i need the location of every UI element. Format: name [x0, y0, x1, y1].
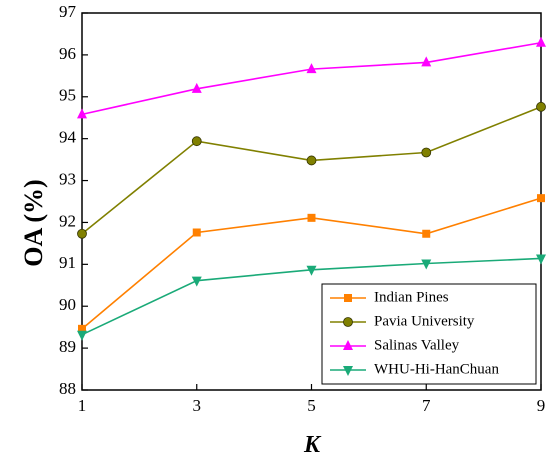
- legend-item: Indian Pines: [330, 289, 449, 305]
- legend: Indian Pines Pavia University Salinas Vall…: [321, 283, 537, 385]
- y-tick-label: 92: [59, 211, 76, 230]
- series-salinas-valley: [77, 36, 546, 119]
- legend-marker: [344, 294, 352, 302]
- y-tick-label: 90: [59, 295, 76, 314]
- y-tick-label: 95: [59, 86, 76, 105]
- data-point: [191, 136, 202, 147]
- legend-label: WHU-Hi-HanChuan: [374, 361, 499, 377]
- data-point: [421, 56, 432, 67]
- data-point: [78, 324, 86, 333]
- axes: 88 89 90 91 92 93 94 95 96 97 1 3 5 7 9: [59, 2, 545, 415]
- data-point: [306, 63, 317, 74]
- data-point: [536, 36, 546, 47]
- legend-label: Indian Pines: [374, 289, 449, 305]
- x-tick-label: 3: [193, 396, 202, 415]
- series-layer: [77, 36, 546, 341]
- legend-item: Salinas Valley: [330, 337, 460, 353]
- data-point: [306, 155, 317, 166]
- data-point: [421, 147, 432, 158]
- y-tick-label: 93: [59, 169, 76, 188]
- y-tick-label: 96: [59, 44, 76, 63]
- x-tick-label: 5: [307, 396, 316, 415]
- data-point: [77, 228, 87, 239]
- y-tick-label: 94: [59, 128, 77, 147]
- data-point: [306, 265, 317, 276]
- legend-item: WHU-Hi-HanChuan: [330, 361, 499, 377]
- data-point: [77, 108, 87, 119]
- data-point: [422, 229, 431, 238]
- y-tick-label: 97: [59, 2, 77, 21]
- data-point: [191, 82, 202, 93]
- legend-item: Pavia University: [330, 313, 475, 329]
- data-point: [191, 276, 202, 287]
- data-point: [536, 254, 546, 265]
- data-point: [192, 228, 201, 237]
- x-tick-label: 7: [422, 396, 431, 415]
- legend-marker: [343, 317, 353, 327]
- data-point: [77, 330, 87, 341]
- series-pavia-university: [77, 101, 546, 239]
- y-axis-title: OA (%): [19, 179, 48, 266]
- legend-marker: [343, 340, 353, 350]
- data-point: [537, 194, 545, 203]
- data-point: [421, 259, 432, 270]
- legend-label: Pavia University: [374, 313, 475, 329]
- series-line: [81, 41, 542, 116]
- x-axis-title: K: [303, 432, 322, 458]
- y-tick-label: 88: [59, 379, 76, 398]
- legend-box: [321, 283, 537, 385]
- y-tick-label: 91: [59, 253, 76, 272]
- data-point: [536, 101, 546, 112]
- y-tick-label: 89: [59, 337, 76, 356]
- x-tick-label: 9: [537, 396, 546, 415]
- legend-marker: [343, 366, 353, 376]
- series-indian-pines: [78, 194, 545, 333]
- legend-label: Salinas Valley: [374, 337, 460, 353]
- x-tick-label: 1: [78, 396, 87, 415]
- data-point: [307, 213, 316, 222]
- series-whu-hi-hanchuan: [77, 254, 546, 341]
